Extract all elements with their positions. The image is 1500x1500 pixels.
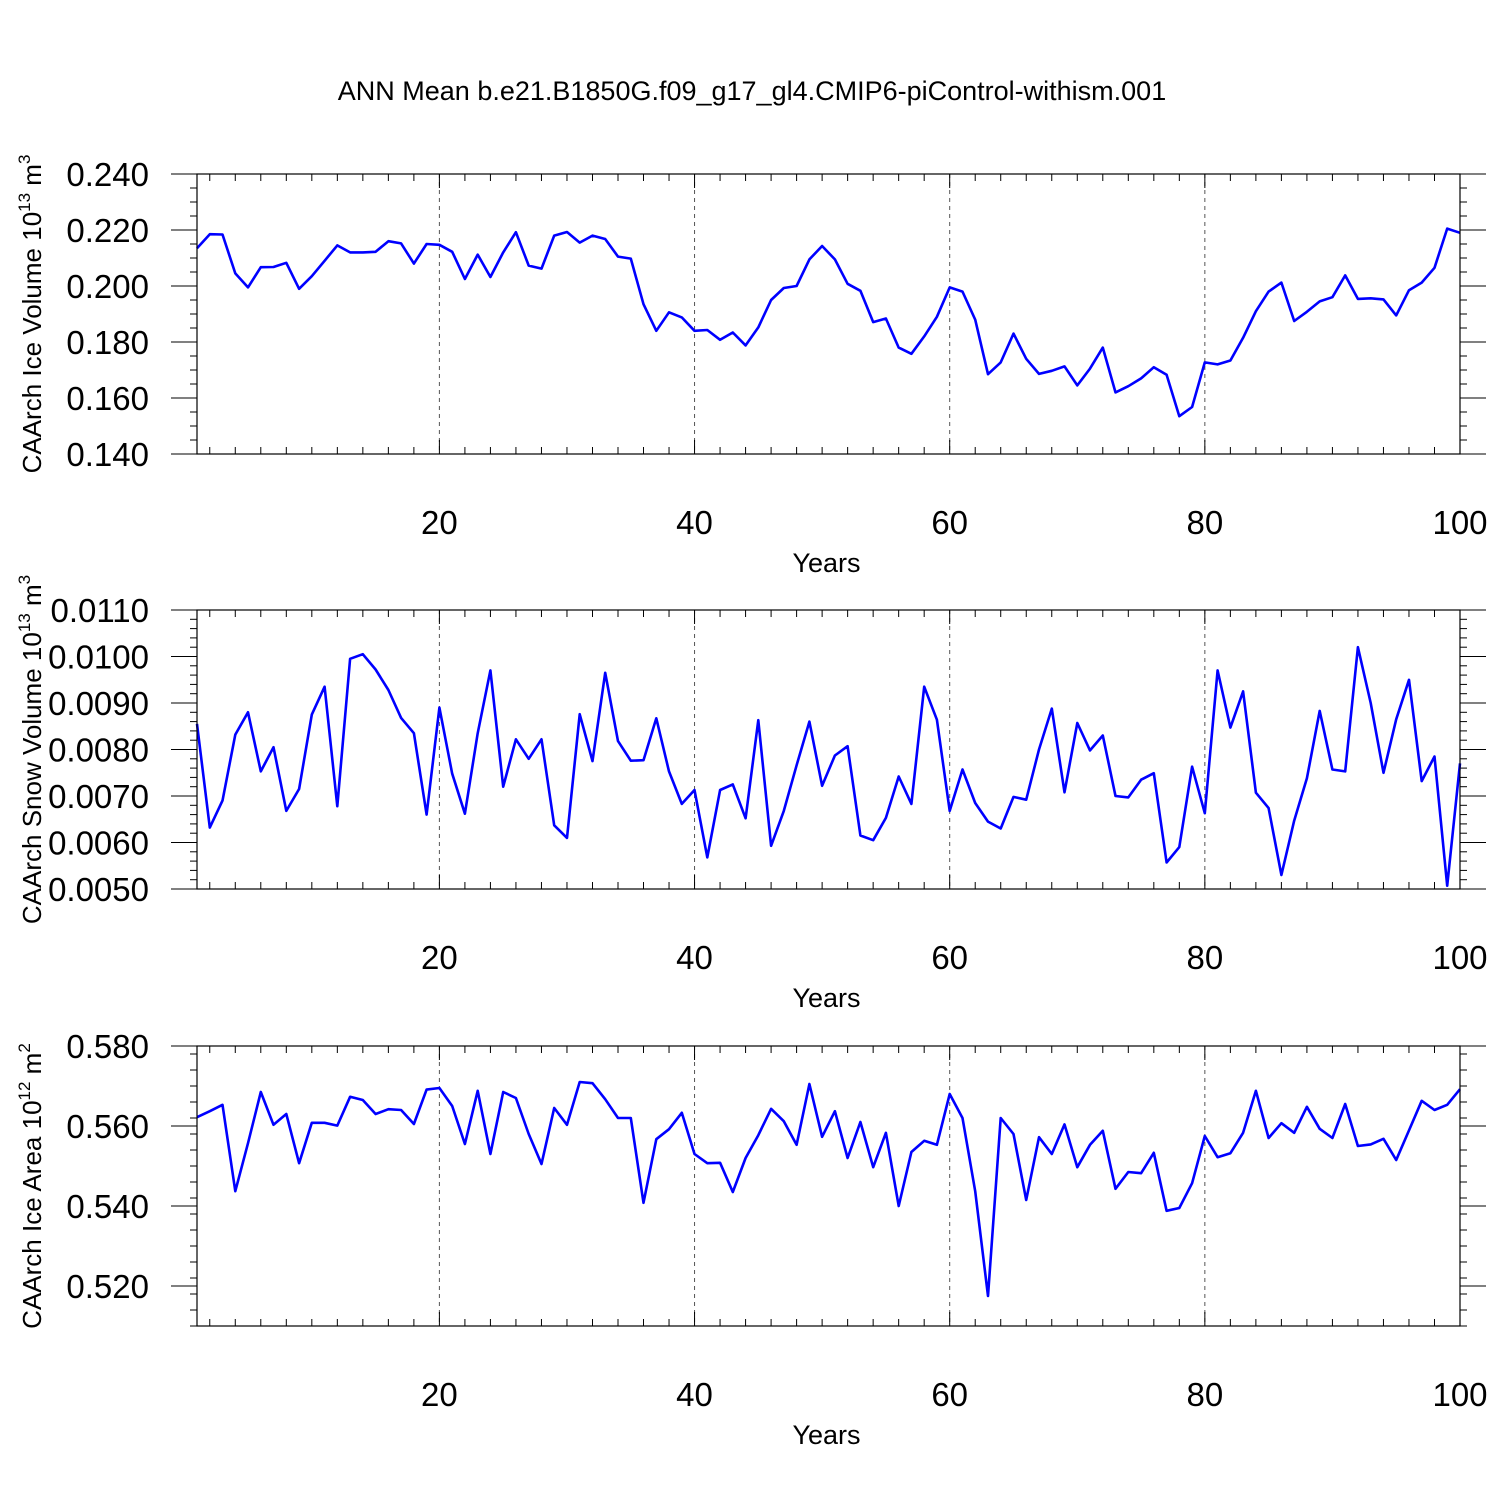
x-tick-label: 100 [1432, 1376, 1487, 1413]
y-tick-label: 0.0050 [48, 871, 149, 908]
y-axis-label-unit: m [17, 164, 47, 193]
y-tick-label: 0.560 [66, 1108, 149, 1145]
y-tick-label: 0.520 [66, 1268, 149, 1305]
chart-panel-1: 20 40 60 80 100 Years 0.140 0.160 0.180 0.200 0.22… [15, 155, 1488, 578]
y-axis-label-unit-exponent: 3 [15, 155, 34, 164]
x-tick-label: 60 [931, 939, 968, 976]
x-tick-label: 80 [1186, 1376, 1223, 1413]
y-tick-label: 0.0070 [48, 778, 149, 815]
chart-panel-3: 20 40 60 80 100 Years 0.520 0.540 0.560 0.580 CAAr… [15, 1028, 1488, 1450]
x-tick-label: 60 [931, 1376, 968, 1413]
y-axis-label: CAArch Ice Area 1012 m2 [15, 1043, 47, 1329]
x-axis-label: Years [792, 548, 860, 578]
y-axis-label-unit-exponent: 3 [15, 575, 34, 584]
y-tick-label: 0.140 [66, 436, 149, 473]
x-tick-label: 60 [931, 504, 968, 541]
x-axis-label: Years [792, 1420, 860, 1450]
x-tick-label: 100 [1432, 504, 1487, 541]
y-tick-label: 0.0080 [48, 732, 149, 769]
y-tick-label: 0.0090 [48, 685, 149, 722]
chart-panel-2: 20 40 60 80 100 Years 0.0050 0.0060 0.0070 0.0080… [15, 575, 1488, 1013]
y-tick-label: 0.0110 [51, 592, 149, 629]
x-axis-label: Years [792, 983, 860, 1013]
y-axis-label: CAArch Ice Volume 1013 m3 [15, 155, 47, 474]
series-line [195, 645, 1462, 888]
y-axis-label-unit: m [17, 1053, 47, 1082]
y-axis-label-text: CAArch Snow Volume 10 [17, 632, 47, 924]
figure-title: ANN Mean b.e21.B1850G.f09_g17_gl4.CMIP6-… [338, 76, 1166, 106]
y-tick-label: 0.540 [66, 1188, 149, 1225]
y-axis-label-text: CAArch Ice Volume 10 [17, 212, 47, 474]
x-tick-label: 20 [421, 504, 458, 541]
y-tick-label: 0.180 [66, 324, 149, 361]
y-axis-label-unit-exponent: 2 [15, 1043, 34, 1052]
y-axis-label-exponent: 13 [15, 613, 34, 632]
series-line [196, 227, 1461, 418]
x-tick-label: 40 [676, 504, 713, 541]
y-axis-label-unit: m [17, 584, 47, 613]
x-tick-label: 100 [1432, 939, 1487, 976]
y-tick-label: 0.580 [66, 1028, 149, 1065]
x-tick-label: 80 [1186, 504, 1223, 541]
y-tick-label: 0.0060 [48, 825, 149, 862]
y-axis-label-exponent: 12 [15, 1082, 34, 1101]
x-tick-label: 80 [1186, 939, 1223, 976]
y-tick-label: 0.220 [66, 212, 149, 249]
y-tick-label: 0.240 [66, 156, 149, 193]
plot-frame [196, 609, 1461, 890]
plot-frame [196, 173, 1461, 455]
y-tick-label: 0.160 [66, 380, 149, 417]
x-tick-label: 40 [676, 1376, 713, 1413]
y-tick-label: 0.200 [66, 268, 149, 305]
y-axis-label: CAArch Snow Volume 1013 m3 [15, 575, 47, 924]
y-axis-label-text: CAArch Ice Area 10 [17, 1100, 47, 1328]
x-tick-label: 20 [421, 939, 458, 976]
y-axis-label-exponent: 13 [15, 193, 34, 212]
series-line [196, 1080, 1462, 1298]
panels: 20 40 60 80 100 Years 0.140 0.160 0.180 0.200 0.22… [15, 155, 1488, 1450]
x-tick-label: 20 [421, 1376, 458, 1413]
plot-frame [196, 1045, 1461, 1327]
y-tick-label: 0.0100 [48, 639, 149, 676]
x-tick-label: 40 [676, 939, 713, 976]
